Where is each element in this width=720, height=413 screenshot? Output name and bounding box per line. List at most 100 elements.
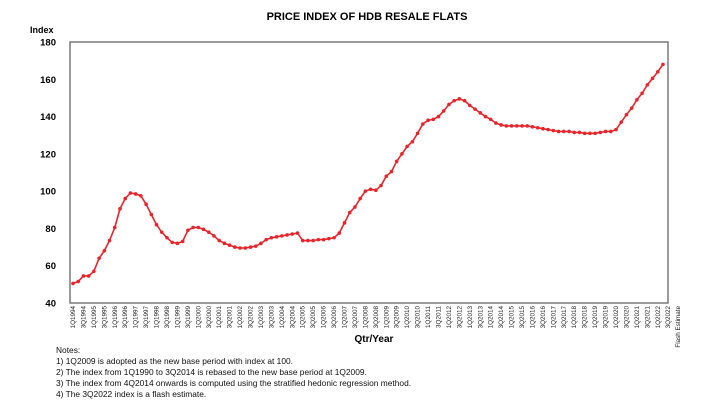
data-point [473, 107, 477, 111]
data-point [159, 230, 164, 234]
data-point [81, 274, 86, 278]
data-point [337, 231, 342, 235]
x-tick-label: 3Q2000 [206, 306, 213, 329]
data-point [436, 114, 441, 119]
x-axis-label: Qtr/Year [355, 334, 394, 345]
data-point [462, 98, 467, 103]
data-point [332, 235, 336, 240]
data-point [603, 129, 608, 134]
x-tick-label: 1Q2012 [446, 306, 453, 329]
x-tick-label: 3Q2002 [248, 306, 255, 329]
data-point [457, 97, 462, 101]
data-point [175, 241, 180, 246]
data-point [358, 196, 362, 201]
data-point [614, 127, 618, 132]
x-tick-label: 1Q2004 [279, 306, 286, 329]
x-tick-label: 3Q2016 [540, 306, 547, 329]
data-point [441, 109, 446, 113]
x-tick-label: 1Q2013 [467, 306, 474, 329]
data-point [123, 196, 128, 201]
x-tick-label: 1Q2021 [634, 306, 641, 329]
x-tick-label: 1Q2018 [571, 306, 578, 329]
x-tick-label: 1Q2005 [300, 306, 307, 329]
data-point [170, 240, 175, 245]
data-point [144, 202, 148, 206]
data-point [483, 114, 488, 119]
x-tick-label: 1Q1997 [133, 306, 140, 329]
data-point [556, 129, 561, 134]
data-point [191, 225, 195, 230]
data-point [306, 238, 310, 243]
data-point [593, 131, 597, 136]
data-point [316, 237, 321, 242]
data-point [97, 256, 101, 261]
data-point [650, 76, 655, 81]
data-point [561, 129, 566, 134]
data-point [154, 222, 159, 227]
data-point [139, 194, 143, 198]
data-point [212, 234, 216, 238]
x-tick-label: 1Q2020 [613, 306, 620, 329]
data-point [577, 130, 582, 135]
x-tick-label: 3Q2008 [373, 306, 380, 329]
notes-header: Notes: [56, 345, 81, 355]
data-point [447, 102, 451, 107]
x-tick-label: 3Q1996 [122, 306, 129, 329]
data-point [264, 237, 268, 242]
data-point [635, 97, 639, 102]
data-point [186, 228, 190, 233]
data-point [608, 129, 613, 134]
data-point [227, 243, 232, 248]
plot-area-frame [69, 41, 669, 304]
flash-estimate-label: Flash Estimate [675, 306, 682, 348]
data-point [640, 91, 644, 96]
data-point [92, 269, 96, 274]
data-point [452, 98, 456, 103]
data-point [525, 124, 530, 128]
x-tick-label: 3Q2019 [603, 306, 610, 329]
data-point [405, 144, 409, 149]
data-point [394, 159, 399, 164]
x-tick-label: 3Q1994 [80, 306, 87, 329]
data-point [290, 232, 295, 236]
data-point [415, 131, 420, 136]
y-tick-label: 60 [45, 261, 56, 272]
data-point [118, 207, 122, 211]
x-tick-label: 3Q2015 [519, 306, 526, 329]
x-tick-label: 1Q2000 [195, 306, 202, 329]
data-point [384, 174, 389, 179]
data-point [379, 183, 383, 188]
data-point [374, 188, 378, 193]
data-point [431, 117, 436, 122]
x-tick-label: 1Q1995 [91, 306, 98, 329]
x-tick-label: 3Q2006 [331, 306, 338, 329]
data-point [368, 187, 373, 192]
data-point [468, 103, 472, 108]
data-point [535, 125, 540, 130]
y-axis-ticks: 40 60 80 100 120 140 160 180 [40, 38, 56, 310]
data-point [206, 230, 211, 234]
data-point [295, 231, 300, 235]
series-line [72, 63, 664, 285]
x-tick-label: 1Q2002 [237, 306, 244, 329]
data-point [233, 245, 237, 249]
x-tick-label: 1Q2007 [342, 306, 349, 329]
data-point [259, 241, 263, 246]
x-tick-label: 3Q2004 [289, 306, 296, 329]
data-point [217, 238, 221, 243]
y-tick-label: 40 [45, 299, 56, 310]
data-point [133, 192, 138, 196]
x-tick-label: 3Q2017 [561, 306, 568, 329]
data-point [280, 234, 284, 238]
y-axis-label: Index [30, 25, 54, 35]
data-point [421, 122, 425, 126]
data-point [504, 124, 509, 128]
data-point [243, 246, 248, 250]
data-point [86, 274, 91, 278]
data-point [71, 281, 75, 286]
x-tick-label: 3Q2003 [268, 306, 275, 329]
data-point [509, 124, 514, 128]
x-tick-label: 1Q2008 [362, 306, 369, 329]
data-point [410, 139, 415, 144]
